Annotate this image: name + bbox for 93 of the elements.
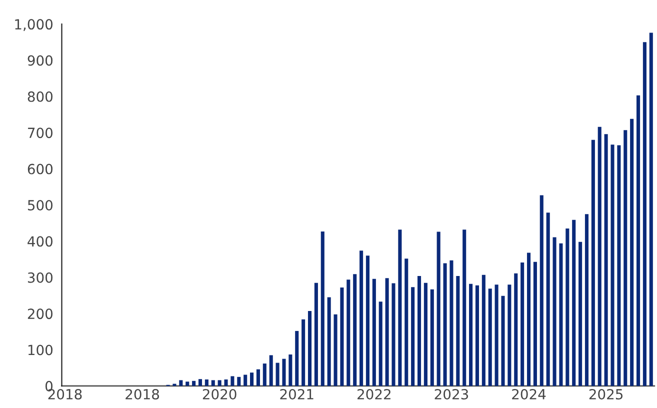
y-tick-label: 100 bbox=[28, 344, 52, 356]
bar bbox=[436, 232, 440, 386]
bar bbox=[186, 382, 190, 386]
bar bbox=[584, 214, 589, 386]
bar bbox=[256, 369, 260, 386]
bar bbox=[211, 380, 215, 386]
bar bbox=[552, 237, 556, 386]
bar bbox=[269, 355, 273, 386]
bar bbox=[533, 262, 537, 386]
x-tick-label: 2022 bbox=[358, 388, 390, 400]
bar bbox=[314, 282, 318, 386]
bar bbox=[514, 273, 518, 386]
x-tick-label: 2018 bbox=[48, 388, 82, 400]
bar bbox=[360, 250, 364, 386]
bar bbox=[617, 145, 621, 386]
bar bbox=[224, 379, 228, 386]
bar bbox=[192, 380, 196, 386]
bar bbox=[450, 260, 454, 386]
bar bbox=[540, 195, 544, 386]
y-tick-label: 700 bbox=[28, 128, 52, 138]
bar bbox=[636, 95, 640, 386]
bar bbox=[559, 243, 563, 386]
bar bbox=[334, 314, 338, 386]
y-tick-label: 500 bbox=[28, 200, 52, 210]
bar bbox=[398, 230, 402, 386]
bar bbox=[430, 289, 434, 386]
bar bbox=[295, 330, 299, 386]
bar bbox=[591, 140, 595, 386]
bar bbox=[302, 319, 306, 386]
bar bbox=[308, 311, 312, 386]
bar bbox=[624, 130, 628, 386]
bar bbox=[526, 252, 531, 386]
bar bbox=[572, 220, 576, 386]
bar bbox=[642, 42, 646, 386]
bar bbox=[462, 230, 466, 386]
bar bbox=[456, 276, 460, 386]
bar bbox=[546, 212, 550, 386]
bar bbox=[179, 380, 183, 386]
bar bbox=[488, 288, 492, 386]
bar bbox=[276, 362, 280, 386]
y-tick-label: 900 bbox=[28, 55, 52, 66]
bar bbox=[424, 282, 428, 386]
bar bbox=[372, 278, 376, 386]
x-tick-label: 2018 bbox=[126, 388, 159, 400]
bar bbox=[366, 256, 370, 386]
bar bbox=[604, 134, 608, 386]
bar bbox=[288, 354, 292, 386]
bar bbox=[443, 263, 447, 386]
bar bbox=[598, 126, 602, 386]
bar bbox=[649, 32, 653, 386]
bar bbox=[282, 358, 286, 386]
x-tick-label: 2020 bbox=[202, 388, 236, 400]
bar bbox=[204, 379, 208, 386]
bar bbox=[340, 288, 344, 386]
y-tick-label: 800 bbox=[28, 91, 52, 102]
y-tick-label: 0 bbox=[46, 380, 52, 392]
y-tick-label: 200 bbox=[28, 308, 52, 320]
x-tick-label: 2024 bbox=[512, 388, 546, 400]
y-tick-label: 300 bbox=[28, 272, 52, 283]
bar bbox=[578, 242, 582, 386]
bar bbox=[469, 284, 473, 386]
bar bbox=[346, 280, 350, 386]
bar bbox=[244, 374, 248, 386]
bar bbox=[630, 118, 634, 386]
bar bbox=[475, 285, 480, 386]
bar bbox=[501, 296, 505, 386]
bar bbox=[482, 274, 486, 386]
bar bbox=[520, 262, 524, 386]
bar bbox=[218, 380, 222, 386]
y-tick-label: 1,000 bbox=[15, 19, 52, 31]
bar bbox=[404, 258, 408, 386]
bar bbox=[417, 276, 422, 386]
bar bbox=[327, 297, 331, 386]
bar bbox=[230, 376, 234, 386]
bar bbox=[250, 372, 254, 386]
bar bbox=[392, 283, 396, 386]
bar bbox=[610, 144, 614, 386]
bar bbox=[378, 302, 382, 386]
bar bbox=[320, 231, 324, 386]
bar bbox=[237, 376, 241, 386]
bar bbox=[411, 287, 415, 386]
bar bbox=[494, 284, 498, 386]
x-tick-label: 2025 bbox=[589, 388, 623, 400]
bar bbox=[508, 284, 512, 386]
bar bbox=[198, 379, 202, 386]
x-tick-label: 2021 bbox=[280, 388, 314, 400]
y-tick-label: 400 bbox=[28, 236, 52, 247]
y-tick-label: 600 bbox=[28, 164, 52, 174]
bar bbox=[385, 278, 389, 386]
bar bbox=[353, 274, 357, 386]
bar bbox=[262, 364, 266, 386]
bar bbox=[566, 228, 570, 386]
x-tick-label: 2023 bbox=[434, 388, 468, 400]
